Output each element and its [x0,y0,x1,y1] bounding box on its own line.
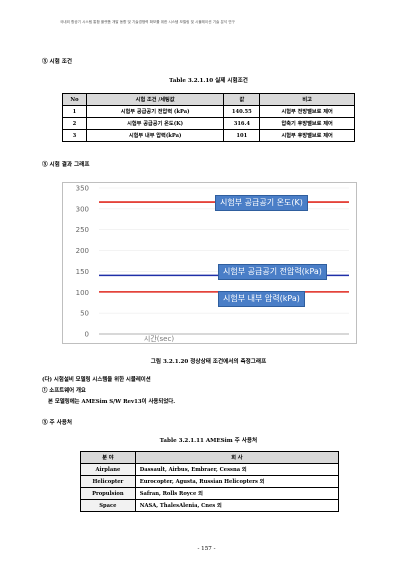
table-cell: 시험부 공급공기 전압력 (kPa) [85,105,225,118]
header-cell: 회 사 [134,451,340,464]
table-row: 1 시험부 공급공기 전압력 (kPa) 140.55 시험부 전방밸브로 제어 [62,105,355,118]
y-tick-label: 250 [76,226,89,234]
y-tick-label: 0 [85,331,89,339]
table-cell: Airplane [80,463,136,476]
test-conditions-table: No 시험 조건 /세팅값 값 비고 1 시험부 공급공기 전압력 (kPa) … [62,93,355,142]
section-heading-main-users: ③ 주 사용처 [42,420,73,426]
table-row: 3 시험부 내부 압력(kPa) 101 시험부 후방밸브로 제어 [62,129,355,142]
table-cell: 3 [62,129,87,142]
page-number: - 157 - [197,546,216,552]
section-heading-test-results: ③ 시험 결과 그래프 [42,162,90,168]
amesim-users-table: 분 야 회 사 Airplane Dassault, Airbus, Embra… [80,451,340,512]
table-cell: Dassault, Airbus, Embraer, Cessna 외 [134,463,340,476]
body-paragraph: 본 모델링에는 AMESim S/W Rev13이 사용되었다. [48,399,176,405]
header-cell: 시험 조건 /세팅값 [85,93,225,106]
y-tick-label: 200 [76,247,89,255]
y-tick-label: 100 [76,289,89,297]
table-header-row: 분 야 회 사 [80,451,340,464]
y-tick-label: 50 [80,310,89,318]
table-cell: 316.4 [223,117,261,130]
subsection-heading: (다) 시험설비 모델링 시스템을 위한 시뮬레이션 [42,377,151,383]
table-cell: 시험부 후방밸브로 제어 [259,129,355,142]
table-cell: Propulsion [80,487,136,500]
figure-caption: 그림 3.2.1.20 정상상태 조건에서의 측정그래프 [150,359,267,365]
table-cell: NASA, ThalesAlenia, Cnes 외 [134,499,340,512]
legend-label-temperature: 시험부 공급공기 온도(K) [215,195,308,211]
table-cell: 140.55 [223,105,261,118]
table-row: Propulsion Safran, Rolls Royce 외 [80,487,340,500]
table-cell: 압축기 후방밸브로 제어 [259,117,355,130]
y-tick-label: 300 [76,205,89,213]
table-cell: Helicopter [80,475,136,488]
legend-label-internal-pressure: 시험부 내부 압력(kPa) [218,291,305,307]
header-cell: 분 야 [80,451,136,464]
y-tick-label: 150 [76,268,89,276]
table-row: Space NASA, ThalesAlenia, Cnes 외 [80,499,340,512]
table-cell: 시험부 내부 압력(kPa) [85,129,225,142]
chart-svg: 350 300 250 200 150 100 50 0 시간(sec) [76,185,349,343]
table-cell: 101 [223,129,261,142]
header-cell: 값 [223,93,261,106]
table2-caption: Table 3.2.1.11 AMESim 주 사용처 [159,438,258,444]
table-cell: Space [80,499,136,512]
header-cell: No [62,93,87,106]
table-cell: 시험부 전방밸브로 제어 [259,105,355,118]
results-chart: 350 300 250 200 150 100 50 0 시간(sec) 시험부 공급공기 온도… [62,182,357,344]
y-tick-label: 350 [76,185,89,193]
table1-caption: Table 3.2.1.10 실제 시험조건 [169,78,248,84]
section-heading-test-conditions: ③ 시험 조건 [42,59,73,65]
table-row: Helicopter Eurocopter, Agusta, Russian H… [80,475,340,488]
table-cell: 1 [62,105,87,118]
table-row: Airplane Dassault, Airbus, Embraer, Cess… [80,463,340,476]
legend-label-total-pressure: 시험부 공급공기 전압력(kPa) [218,264,327,280]
running-header: 국내외 항공기 시스템 통합 플랫폼 개발 동향 및 기술경쟁력 확보를 위한 … [60,20,235,24]
table-cell: Safran, Rolls Royce 외 [134,487,340,500]
table-cell: Eurocopter, Agusta, Russian Helicopters … [134,475,340,488]
subsection-item: ① 소프트웨어 개요 [42,388,86,394]
table-header-row: No 시험 조건 /세팅값 값 비고 [62,93,355,106]
table-cell: 2 [62,117,87,130]
x-axis-label: 시간(sec) [144,334,174,343]
table-cell: 시험부 공급공기 온도(K) [85,117,225,130]
table-row: 2 시험부 공급공기 온도(K) 316.4 압축기 후방밸브로 제어 [62,117,355,130]
header-cell: 비고 [259,93,355,106]
